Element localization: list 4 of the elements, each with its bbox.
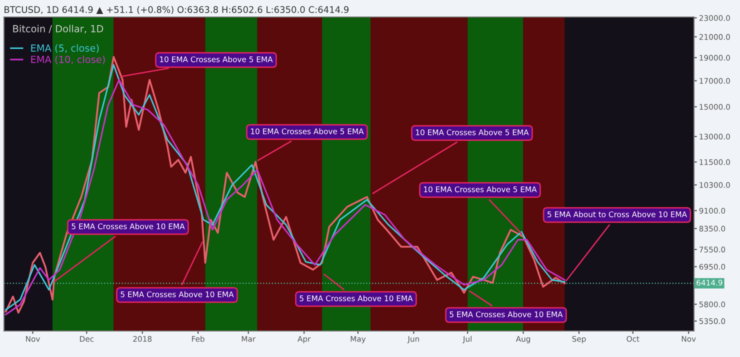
legend-label: EMA (10, close) [31, 56, 105, 64]
chart-subtitle: BTCUSD, 1D 6414.9 ▲ +51.1 (+0.8%) O:6363.8 H:6502.6 L:6350.0 C:6414.9 [4, 6, 349, 14]
text: Bitcoin / Dollar, 1D [13, 24, 104, 34]
legend-label: EMA (5, close) [31, 44, 99, 53]
